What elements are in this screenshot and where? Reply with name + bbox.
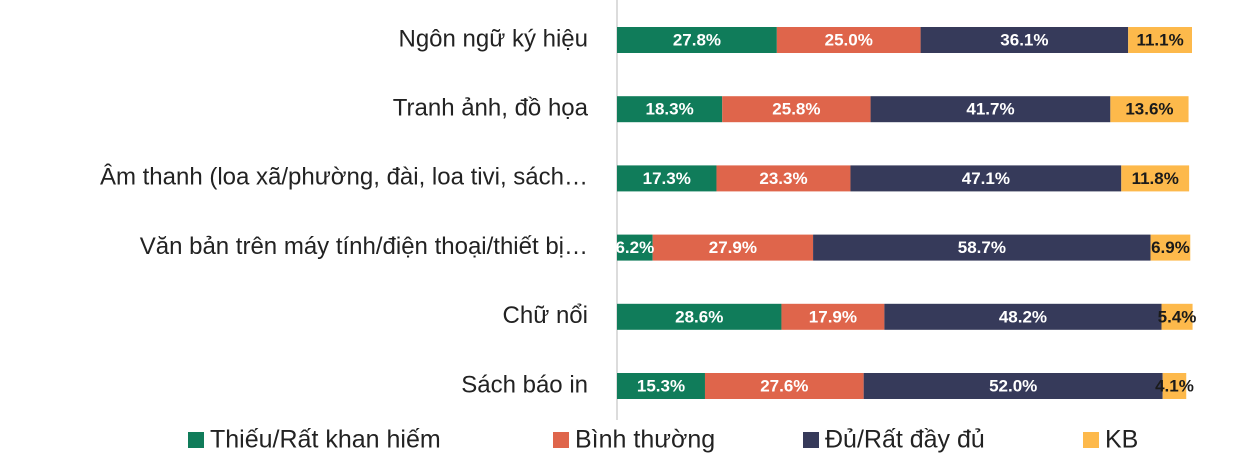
legend-label: KB xyxy=(1105,426,1138,454)
bar-segment xyxy=(1128,27,1192,53)
data-label: 41.7% xyxy=(966,100,1014,119)
data-label: 18.3% xyxy=(646,100,694,119)
data-label: 25.8% xyxy=(772,100,820,119)
data-label: 11.8% xyxy=(1132,169,1179,188)
data-label: 23.3% xyxy=(759,169,807,188)
legend-swatch xyxy=(1083,432,1099,448)
data-label: 6.9% xyxy=(1151,238,1190,257)
category-label: Âm thanh (loa xã/phường, đài, loa tivi, … xyxy=(100,164,588,191)
bar-segment xyxy=(863,373,1163,399)
bar-segment xyxy=(776,27,921,53)
category-label: Tranh ảnh, đồ họa xyxy=(393,95,589,122)
bar-segment xyxy=(1150,234,1191,261)
data-label: 17.9% xyxy=(809,307,857,326)
bar-segment xyxy=(652,234,814,261)
data-label: 27.6% xyxy=(760,376,808,395)
bar-segment xyxy=(617,165,717,192)
data-label: 6.2% xyxy=(615,238,654,257)
bar-segment xyxy=(617,96,723,123)
legend-label: Đủ/Rất đầy đủ xyxy=(825,426,985,454)
data-label: 52.0% xyxy=(989,376,1037,395)
data-label: 36.1% xyxy=(1000,30,1048,49)
bar-segment xyxy=(617,303,782,330)
bar-segment xyxy=(617,27,777,53)
bar-segment xyxy=(1110,96,1189,123)
bar-segment xyxy=(1161,303,1193,330)
bar-segment xyxy=(850,165,1122,192)
category-label: Văn bản trên máy tính/điện thoại/thiết b… xyxy=(140,233,588,260)
legend-label: Bình thường xyxy=(575,426,715,454)
data-label: 13.6% xyxy=(1125,100,1173,119)
data-label: 15.3% xyxy=(637,376,685,395)
bar-segment xyxy=(722,96,871,123)
legend-label: Thiếu/Rất khan hiếm xyxy=(210,426,441,454)
data-label: 4.1% xyxy=(1155,376,1194,395)
legend-swatch xyxy=(803,432,819,448)
category-label: Ngôn ngữ ký hiệu xyxy=(398,25,588,52)
data-label: 48.2% xyxy=(999,307,1047,326)
data-label: 27.8% xyxy=(673,30,721,49)
bar-segment xyxy=(617,234,653,261)
bar-segment xyxy=(1162,373,1187,399)
bar-segment xyxy=(920,27,1129,53)
legend-swatch xyxy=(553,432,569,448)
data-label: 25.0% xyxy=(825,30,873,49)
data-label: 47.1% xyxy=(962,169,1010,188)
bar-segment xyxy=(813,234,1151,261)
data-label: 17.3% xyxy=(643,169,691,188)
category-label: Chữ nổi xyxy=(503,302,588,329)
bar-segment xyxy=(704,373,864,399)
bar-segment xyxy=(870,96,1111,123)
bar-segment xyxy=(781,303,885,330)
data-label: 28.6% xyxy=(675,307,723,326)
bar-segment xyxy=(716,165,851,192)
category-label: Sách báo in xyxy=(461,371,588,398)
data-label: 11.1% xyxy=(1136,30,1183,49)
data-label: 5.4% xyxy=(1158,307,1197,326)
bar-segment xyxy=(1121,165,1190,192)
data-label: 27.9% xyxy=(709,238,757,257)
bar-segment xyxy=(884,303,1162,330)
bar-segment xyxy=(617,373,705,399)
data-label: 58.7% xyxy=(958,238,1006,257)
legend-swatch xyxy=(188,432,204,448)
